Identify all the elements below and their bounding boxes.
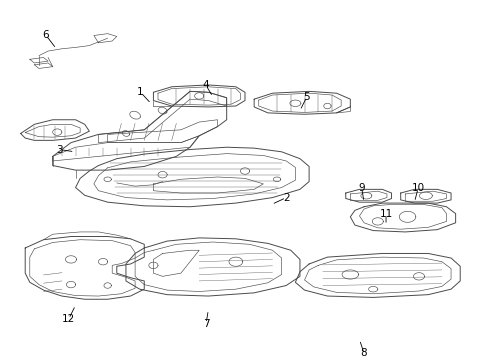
Text: 4: 4 (203, 80, 209, 90)
Text: 2: 2 (283, 193, 290, 203)
Text: 8: 8 (361, 348, 368, 358)
Text: 1: 1 (137, 87, 144, 97)
Text: 5: 5 (303, 92, 310, 102)
Text: 11: 11 (379, 208, 392, 219)
Text: 3: 3 (56, 144, 63, 154)
Text: 10: 10 (412, 184, 425, 193)
Text: 12: 12 (62, 314, 75, 324)
Text: 7: 7 (203, 319, 209, 329)
Text: 6: 6 (43, 30, 49, 40)
Text: 9: 9 (359, 184, 365, 193)
